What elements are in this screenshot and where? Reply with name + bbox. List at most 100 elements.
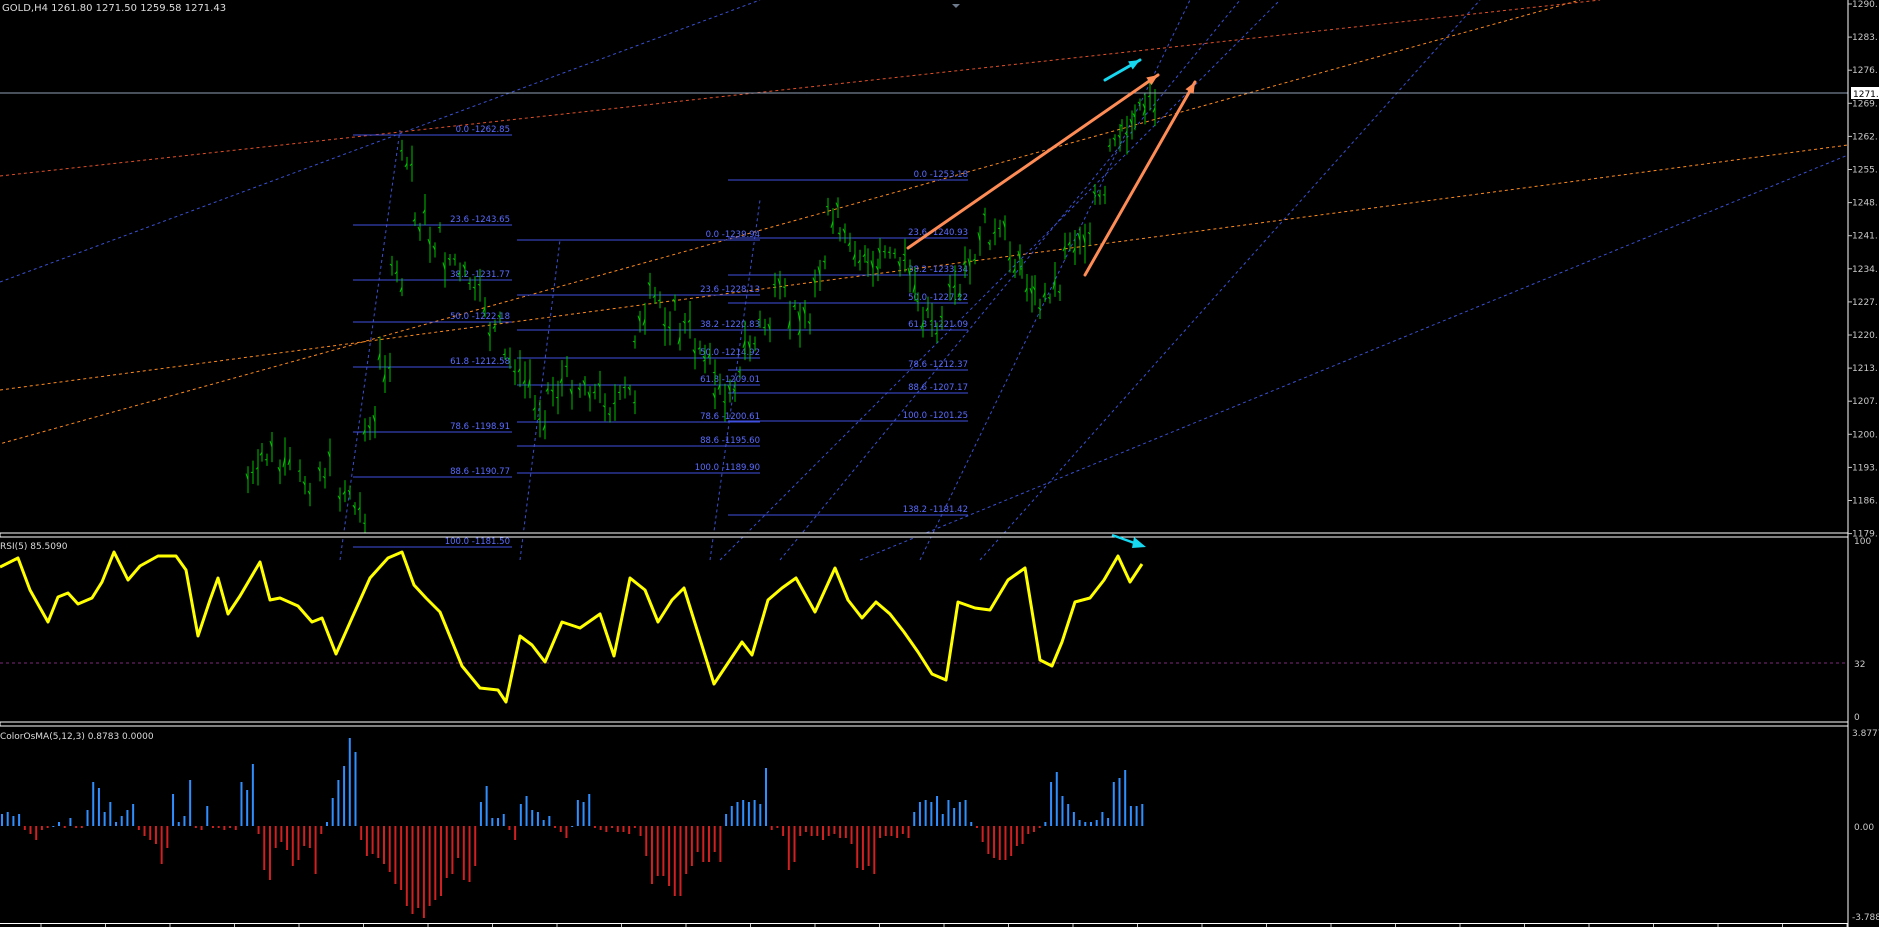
price-bar-open (367, 424, 371, 429)
price-bar-open (977, 232, 981, 242)
price-bar-open (1092, 191, 1096, 195)
osma-bar (229, 826, 232, 828)
rsi-pane[interactable]: RSI(5) 85.5090 (0, 533, 1848, 704)
osma-bar (713, 826, 716, 852)
osma-bar (120, 816, 123, 826)
price-bar-open (692, 349, 696, 354)
osma-pane[interactable]: ColorOsMA(5,12,3) 0.8783 0.0000 (0, 732, 1144, 918)
osma-bar (759, 804, 762, 826)
price-bar-open (389, 263, 393, 267)
osma-bar (793, 826, 796, 862)
osma-bar (497, 818, 500, 826)
osma-bar (753, 800, 756, 826)
price-bar-open (467, 282, 471, 285)
price-bar-open (642, 318, 646, 326)
osma-bar (1021, 826, 1024, 844)
osma-bar (388, 826, 391, 872)
price-bar-open (632, 401, 636, 404)
osma-bar (993, 826, 996, 858)
rsi-axis-0: 0 (1854, 713, 1860, 723)
osma-bar (605, 826, 608, 832)
price-bar-open (1147, 95, 1151, 98)
pane-separator-osma[interactable] (0, 721, 1849, 727)
price-bar-open (1029, 287, 1033, 295)
trend-channels (0, 0, 1849, 561)
osma-bar (377, 826, 380, 858)
osma-bar (810, 826, 813, 836)
osma-bar (257, 826, 260, 834)
osma-bar (103, 812, 106, 826)
price-bar-open (717, 384, 721, 390)
osma-bar (428, 826, 431, 906)
price-bar-open (627, 386, 631, 391)
osma-bar (411, 826, 414, 914)
osma-bar (132, 804, 135, 826)
osma-bar (998, 826, 1001, 860)
osma-bar (1124, 770, 1127, 826)
osma-bar (1044, 822, 1047, 826)
osma-bar (1027, 826, 1030, 834)
price-bar-open (702, 359, 706, 362)
fib-level-label: 38.2 -1220.83 (700, 320, 760, 330)
pane-separator-rsi[interactable] (0, 532, 1849, 538)
osma-bar (742, 800, 745, 826)
price-bar-open (897, 261, 901, 267)
price-bar-open (920, 322, 924, 330)
price-axis-tick-label: 1179. (1852, 530, 1878, 540)
osma-bar (953, 808, 956, 826)
price-axis-tick-label: 1290. (1852, 0, 1878, 10)
price-bar-open (362, 429, 366, 435)
osma-bar (268, 826, 271, 880)
price-bar-open (967, 258, 971, 268)
price-bar-open (550, 389, 554, 393)
osma-bar (685, 826, 688, 874)
price-bar-open (612, 402, 616, 405)
trend-line (0, 144, 1849, 391)
price-bar-open (447, 257, 451, 261)
trend-line (0, 0, 1601, 177)
price-bar-open (662, 323, 666, 327)
osma-bar (234, 826, 237, 830)
osma-bar (633, 826, 636, 828)
price-bar-open (1087, 231, 1091, 235)
osma-bar (918, 802, 921, 826)
price-bar-open (1067, 241, 1071, 246)
osma-bar (308, 826, 311, 848)
price-axis[interactable]: 1290. 1283. 1276. 1269. 1262. 1255. 1248. 1241.… (1847, 0, 1879, 927)
orange-arrow (1083, 80, 1197, 277)
price-bar-open (787, 320, 791, 329)
price-bar-open (297, 470, 301, 472)
price-axis-tick-label: 1262. (1852, 132, 1878, 142)
price-bar-open (1032, 286, 1036, 291)
osma-bar (1, 814, 3, 826)
price-bar-open (947, 283, 951, 288)
osma-bar (844, 826, 847, 838)
price-bar-open (797, 311, 801, 323)
price-bar-open (1117, 134, 1121, 139)
osma-bar (656, 826, 659, 876)
price-bar-open (1012, 268, 1016, 274)
time-axis[interactable] (0, 923, 1848, 927)
osma-bar (451, 826, 454, 874)
price-axis-tick-label: 1220. (1852, 331, 1878, 341)
rsi-axis-100: 100 (1854, 537, 1871, 547)
osma-bar (246, 790, 249, 826)
osma-bar (348, 738, 351, 826)
rsi-axis-32: 32 (1854, 660, 1865, 670)
price-bar-open (1119, 124, 1123, 127)
osma-bar (58, 822, 61, 826)
osma-bar (964, 800, 967, 826)
osma-bar (92, 782, 95, 826)
price-bar-open (259, 452, 263, 456)
osma-bar (46, 826, 49, 828)
shift-marker-icon[interactable] (952, 4, 960, 8)
price-bar-open (812, 277, 816, 284)
price-bar-open (772, 283, 776, 286)
rsi-cyan-arrow-head (1132, 537, 1146, 548)
price-bar-open (987, 241, 991, 246)
osma-bar (1067, 804, 1070, 826)
osma-bar (645, 826, 648, 856)
osma-bar (206, 806, 209, 826)
